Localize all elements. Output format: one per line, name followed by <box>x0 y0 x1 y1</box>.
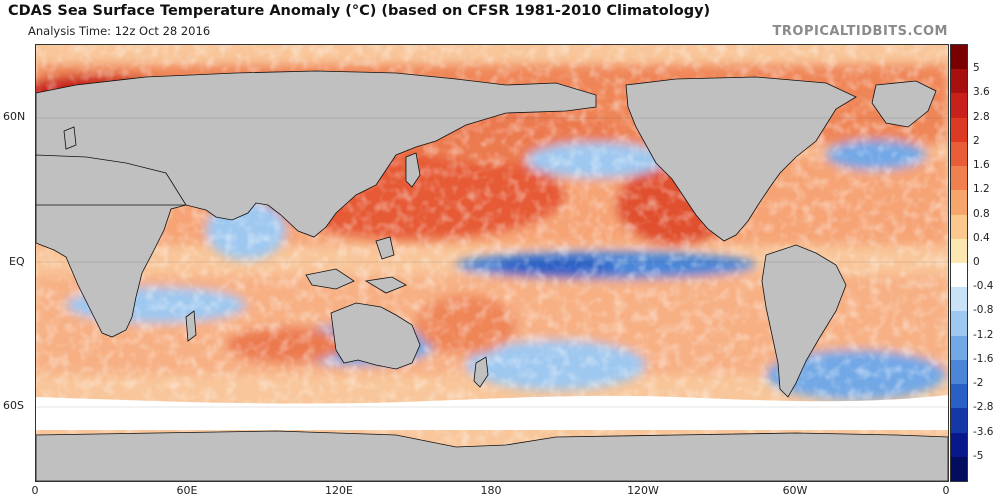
colorbar-swatch <box>951 190 967 215</box>
graticule <box>36 117 948 408</box>
colorbar-label: -0.8 <box>973 304 994 317</box>
colorbar-swatch <box>951 166 967 191</box>
lon-label-120e: 120E <box>325 484 353 497</box>
colorbar-label: -2.8 <box>973 401 994 414</box>
colorbar-swatch <box>951 335 967 360</box>
lon-label-0-left: 0 <box>31 484 39 497</box>
map-canvas <box>36 45 948 481</box>
colorbar-swatch <box>951 214 967 239</box>
colorbar-label: -5 <box>973 449 984 462</box>
colorbar-swatch <box>951 69 967 94</box>
colorbar-swatch <box>951 311 967 336</box>
lon-label-60e: 60E <box>176 484 198 497</box>
lon-label-120w: 120W <box>627 484 659 497</box>
colorbar-label: 2.8 <box>973 110 990 123</box>
lon-label-0-right: 0 <box>942 484 950 497</box>
colorbar-label: 0 <box>973 256 980 268</box>
lat-label-60n: 60N <box>3 110 26 123</box>
chart-title: CDAS Sea Surface Temperature Anomaly (°C… <box>8 3 711 19</box>
colorbar-swatch <box>951 262 967 288</box>
land-masses <box>36 70 948 481</box>
brand-watermark: TROPICALTIDBITS.COM <box>772 24 948 39</box>
colorbar-label: 0.4 <box>973 231 990 244</box>
analysis-time: Analysis Time: 12z Oct 28 2016 <box>28 24 211 38</box>
colorbar <box>950 44 968 482</box>
colorbar-swatch <box>951 141 967 167</box>
colorbar-label: -0.4 <box>973 280 994 293</box>
colorbar-label: 2 <box>973 134 980 147</box>
sea-ice <box>36 395 948 430</box>
colorbar-label: 0.8 <box>973 207 990 220</box>
colorbar-swatch <box>951 45 967 70</box>
lon-label-180: 180 <box>480 484 502 497</box>
colorbar-swatch <box>951 238 967 263</box>
colorbar-label: -1.2 <box>973 328 994 341</box>
colorbar-label: -2 <box>973 377 984 390</box>
colorbar-label: -1.6 <box>973 352 994 365</box>
colorbar-swatch <box>951 408 967 433</box>
lat-label-60s: 60S <box>3 399 24 412</box>
lon-label-60w: 60W <box>782 484 808 497</box>
colorbar-swatch <box>951 359 967 385</box>
colorbar-label: 1.2 <box>973 183 990 196</box>
lat-label-eq: EQ <box>9 255 25 268</box>
sst-anomaly-map <box>35 44 949 482</box>
colorbar-swatch <box>951 456 967 481</box>
colorbar-swatch <box>951 93 967 118</box>
colorbar-swatch <box>951 117 967 142</box>
colorbar-swatch <box>951 287 967 312</box>
colorbar-label: 3.6 <box>973 86 990 99</box>
colorbar-label: 5 <box>973 62 980 75</box>
colorbar-label: 1.6 <box>973 159 990 172</box>
colorbar-swatch <box>951 432 967 457</box>
colorbar-label: -3.6 <box>973 425 994 438</box>
colorbar-swatch <box>951 384 967 409</box>
